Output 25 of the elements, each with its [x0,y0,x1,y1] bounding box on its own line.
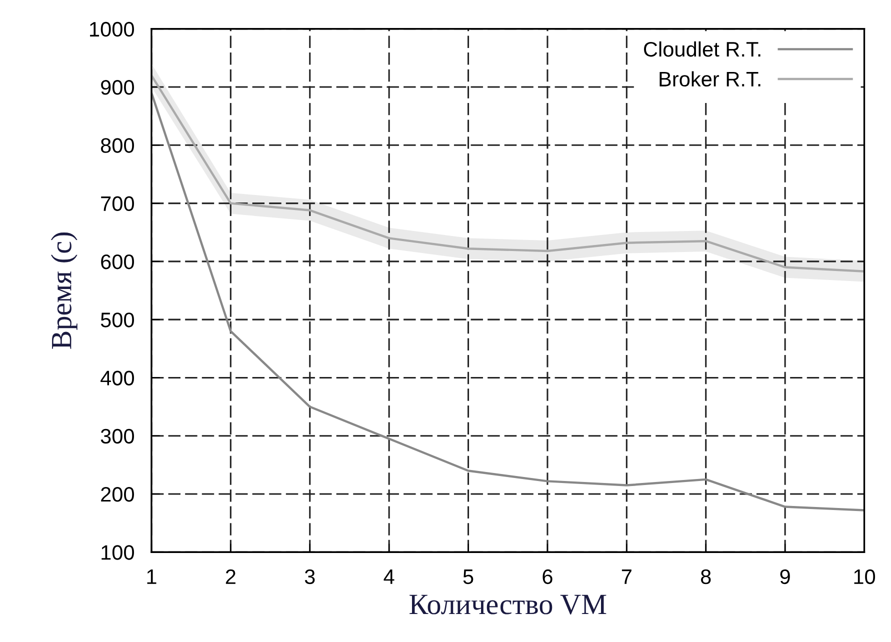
x-tick-label: 2 [226,569,236,584]
y-tick-label: 1000 [90,22,134,37]
legend-label: Broker R.T. [660,71,760,87]
x-tick-label: 9 [780,569,790,584]
y-tick-label: 600 [101,254,134,270]
x-tick-label: 8 [700,569,711,584]
x-tick-label: 1 [147,570,156,584]
y-tick-label: 500 [100,312,134,328]
y-tick-label: 700 [101,196,134,212]
x-tick-label: 10 [854,569,876,584]
y-tick-label: 400 [100,370,134,386]
x-tick-label: 4 [384,570,394,584]
x-tick-label: 7 [622,570,632,584]
legend-label: Cloudlet R.T. [644,41,760,57]
line-series [151,92,864,512]
x-tick-label: 3 [304,569,315,584]
y-axis-title: Время (с) [50,232,78,349]
y-tick-label: 900 [101,80,134,95]
x-axis-title: Количество VM [410,594,606,614]
y-tick-label: 300 [100,428,134,444]
x-tick-label: 5 [463,570,474,584]
x-tick-label: 6 [542,569,552,584]
y-tick-label: 100 [102,545,134,560]
y-tick-label: 200 [101,486,134,502]
y-tick-label: 800 [100,138,134,153]
